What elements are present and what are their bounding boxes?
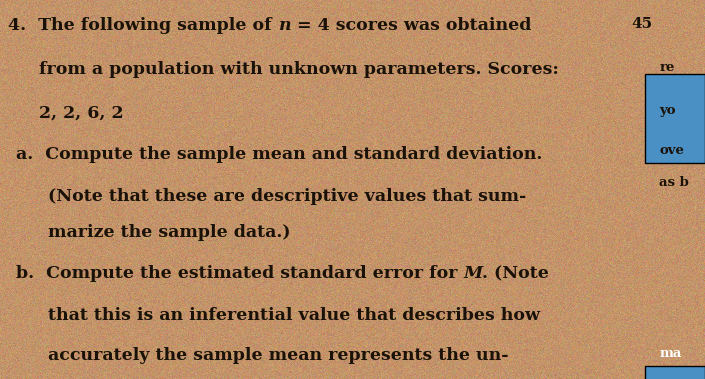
Text: . (Note: . (Note bbox=[482, 265, 549, 282]
Text: 2, 2, 6, 2: 2, 2, 6, 2 bbox=[39, 104, 123, 121]
FancyBboxPatch shape bbox=[645, 366, 705, 379]
Text: re: re bbox=[659, 61, 675, 74]
FancyBboxPatch shape bbox=[645, 74, 705, 163]
Text: = 4 scores was obtained: = 4 scores was obtained bbox=[290, 17, 531, 34]
Text: that this is an inferential value that describes how: that this is an inferential value that d… bbox=[48, 307, 540, 324]
Text: a.  Compute the sample mean and standard deviation.: a. Compute the sample mean and standard … bbox=[16, 146, 542, 163]
Text: (Note that these are descriptive values that sum-: (Note that these are descriptive values … bbox=[48, 188, 527, 205]
Text: yo: yo bbox=[659, 104, 675, 117]
Text: accurately the sample mean represents the un-: accurately the sample mean represents th… bbox=[48, 347, 508, 364]
Text: ma: ma bbox=[659, 347, 682, 360]
Text: marize the sample data.): marize the sample data.) bbox=[48, 224, 290, 241]
Text: from a population with unknown parameters. Scores:: from a population with unknown parameter… bbox=[39, 61, 558, 78]
Text: n: n bbox=[278, 17, 290, 34]
Text: as b: as b bbox=[659, 176, 689, 189]
Text: 4.  The following sample of: 4. The following sample of bbox=[8, 17, 278, 34]
Text: 45: 45 bbox=[632, 17, 653, 31]
Text: b.  Compute the estimated standard error for: b. Compute the estimated standard error … bbox=[16, 265, 463, 282]
Text: M: M bbox=[463, 265, 482, 282]
Text: ove: ove bbox=[659, 144, 684, 157]
